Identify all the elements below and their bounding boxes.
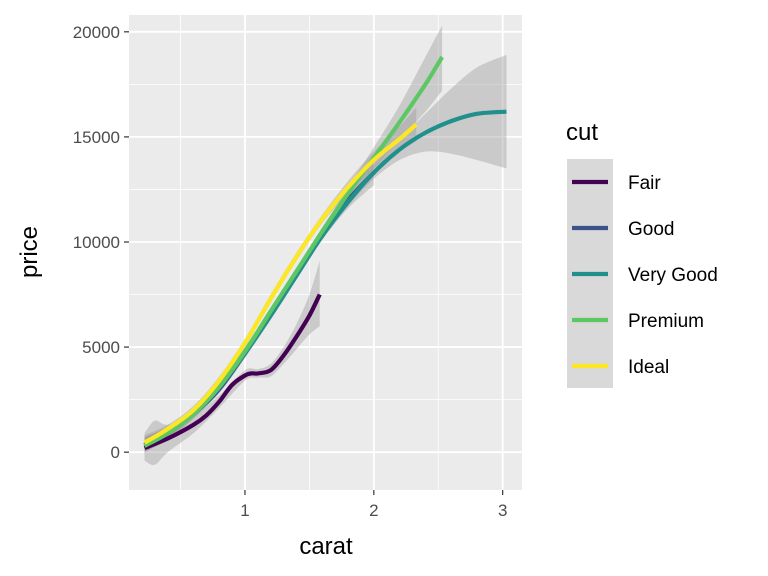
y-tick-label: 15000: [73, 128, 120, 147]
axis-layer: 1 2 3 0 5000 10000 15000 20000: [73, 23, 508, 520]
y-tick-label: 0: [111, 443, 120, 462]
legend-label: Premium: [628, 311, 704, 332]
y-tick-label: 10000: [73, 233, 120, 252]
line-layer: [143, 55, 507, 450]
legend-label: Good: [628, 219, 674, 240]
legend-title: cut: [566, 119, 598, 146]
y-tick-label: 20000: [73, 23, 120, 42]
y-tick-label: 5000: [82, 338, 120, 357]
grid-layer: [129, 15, 522, 490]
x-axis-title: carat: [299, 533, 353, 560]
x-tick-label: 3: [498, 501, 507, 520]
series-line-ideal: [143, 122, 418, 445]
y-axis-title: price: [16, 226, 43, 278]
legend-layer: Fair Good Very Good Premium Ideal: [572, 173, 718, 378]
series-line-premium: [143, 55, 444, 448]
series-line-fair: [143, 293, 322, 450]
legend-label: Fair: [628, 173, 661, 194]
confidence-band-fair: [144, 260, 320, 466]
x-tick-label: 2: [369, 501, 378, 520]
x-tick-label: 1: [240, 501, 249, 520]
legend-label: Ideal: [628, 357, 669, 378]
legend-label: Very Good: [628, 265, 718, 286]
confidence-band-very-good: [144, 54, 507, 453]
